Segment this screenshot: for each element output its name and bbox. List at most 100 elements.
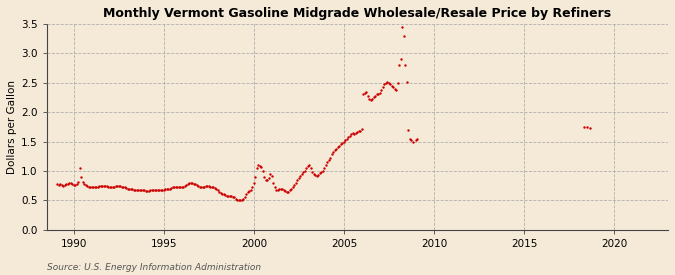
Point (172, 185, 183, 189)
Point (92, 185, 103, 189)
Point (154, 188, 165, 192)
Point (126, 187, 136, 191)
Point (137, 188, 148, 192)
Point (269, 185, 280, 190)
Point (280, 189, 291, 193)
Point (383, 81, 394, 85)
Point (396, 57, 406, 61)
Point (78, 179, 88, 184)
Point (140, 189, 151, 193)
Point (240, 195, 250, 199)
Point (398, 34, 409, 38)
Point (354, 129, 364, 133)
Point (155, 188, 166, 192)
Point (404, 136, 415, 141)
Point (274, 187, 285, 191)
Point (311, 174, 322, 178)
Point (356, 126, 367, 131)
Point (377, 85, 388, 90)
Point (100, 184, 111, 188)
Point (187, 181, 198, 186)
Point (106, 185, 117, 189)
Point (101, 184, 112, 188)
Point (257, 169, 268, 173)
Point (403, 128, 414, 132)
Point (344, 133, 355, 138)
Point (338, 139, 349, 144)
Point (217, 192, 227, 196)
Point (289, 183, 300, 187)
Point (369, 95, 379, 100)
Point (79, 182, 90, 186)
Point (181, 183, 192, 187)
Point (397, 25, 408, 29)
Point (176, 185, 187, 190)
Point (157, 188, 168, 192)
Point (283, 189, 294, 194)
Point (337, 141, 348, 145)
Point (113, 184, 124, 188)
Point (130, 188, 141, 192)
Point (306, 166, 317, 170)
Point (302, 164, 313, 169)
Point (144, 189, 155, 193)
Point (327, 152, 338, 157)
Point (199, 185, 210, 189)
Point (151, 188, 161, 192)
Point (82, 184, 92, 188)
Point (387, 83, 398, 88)
Point (281, 189, 292, 194)
Point (58, 183, 69, 188)
Point (288, 185, 298, 189)
Point (109, 185, 119, 189)
Point (146, 188, 157, 192)
Point (99, 184, 109, 188)
Point (208, 185, 219, 190)
Point (379, 82, 390, 86)
Point (391, 87, 402, 92)
Point (246, 188, 256, 192)
Point (256, 165, 267, 170)
Point (171, 185, 182, 189)
Point (107, 185, 118, 189)
Point (348, 131, 358, 135)
Point (88, 185, 99, 190)
Point (214, 189, 225, 194)
Point (250, 175, 261, 179)
Point (296, 172, 307, 176)
Point (103, 185, 114, 189)
Point (192, 183, 202, 187)
Point (153, 188, 163, 192)
Point (173, 185, 184, 189)
Point (70, 183, 80, 187)
Point (273, 188, 284, 192)
Point (388, 85, 399, 90)
Point (310, 173, 321, 177)
Point (301, 166, 312, 170)
Point (213, 188, 223, 192)
Point (117, 185, 128, 189)
Point (194, 185, 205, 189)
Point (64, 181, 75, 186)
Point (134, 188, 145, 192)
Point (316, 170, 327, 174)
Point (275, 186, 286, 191)
Point (136, 188, 146, 192)
Point (207, 185, 217, 189)
Point (361, 89, 372, 94)
Point (52, 182, 63, 186)
Point (331, 146, 342, 151)
Point (267, 174, 277, 178)
Point (253, 163, 264, 167)
Point (259, 175, 270, 179)
Point (211, 186, 222, 191)
Point (219, 192, 230, 197)
Point (115, 184, 126, 188)
Point (261, 178, 271, 182)
Point (97, 184, 107, 188)
Point (95, 184, 106, 188)
Point (279, 188, 290, 192)
Point (132, 188, 142, 192)
Point (371, 92, 382, 97)
Point (149, 188, 160, 192)
